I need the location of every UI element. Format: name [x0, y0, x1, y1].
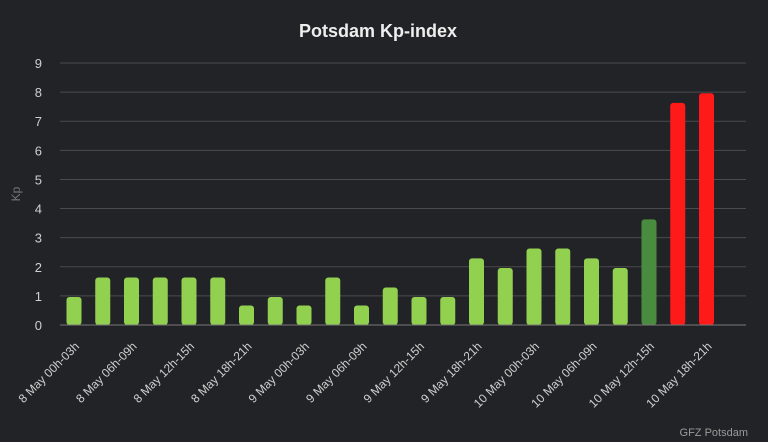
bar-9-may-06h-09h	[354, 305, 369, 325]
bars	[66, 93, 714, 325]
y-tick-label: 1	[35, 289, 42, 304]
bar-8-may-21h-24h	[267, 297, 283, 325]
bar-9-may-15h-18h	[440, 297, 456, 325]
bar-8-may-12h-15h	[181, 277, 197, 325]
bar-9-may-09h-12h	[382, 287, 398, 325]
bar-8-may-15h-18h	[210, 277, 226, 325]
y-tick-label: 9	[35, 56, 42, 71]
bar-10-may-15h-18h	[670, 102, 686, 325]
bar-9-may-03h-06h	[325, 277, 341, 325]
bar-8-may-00h-03h	[66, 297, 82, 325]
y-axis-label: Kp	[9, 186, 23, 201]
y-tick-label: 0	[35, 318, 42, 333]
bar-10-may-12h-15h	[641, 219, 657, 325]
bar-10-may-06h-09h	[584, 258, 599, 325]
bar-8-may-06h-09h	[124, 277, 139, 325]
bar-10-may-09h-12h	[612, 267, 628, 325]
credit-label: GFZ Potsdam	[680, 427, 748, 439]
chart-title: Potsdam Kp-index	[299, 21, 457, 41]
bar-10-may-03h-06h	[555, 248, 571, 325]
bar-9-may-00h-03h	[296, 305, 312, 325]
bar-8-may-18h-21h	[239, 305, 254, 325]
bar-9-may-18h-21h	[469, 258, 484, 325]
y-tick-label: 3	[35, 231, 42, 246]
y-tick-label: 2	[35, 260, 42, 275]
bar-9-may-12h-15h	[411, 297, 427, 325]
y-tick-label: 7	[35, 114, 42, 129]
bar-8-may-09h-12h	[152, 277, 168, 325]
y-tick-label: 4	[35, 202, 42, 217]
grid-lines	[60, 62, 746, 297]
bar-9-may-21h-24h	[497, 267, 513, 325]
y-tick-label: 6	[35, 143, 42, 158]
bar-10-may-00h-03h	[526, 248, 542, 325]
bar-8-may-03h-06h	[95, 277, 111, 325]
y-tick-label: 5	[35, 172, 42, 187]
bar-10-may-18h-21h	[699, 93, 714, 325]
y-tick-label: 8	[35, 85, 42, 100]
y-tick-labels: 0 1 2 3 4 5 6 7 8 9	[35, 56, 42, 333]
